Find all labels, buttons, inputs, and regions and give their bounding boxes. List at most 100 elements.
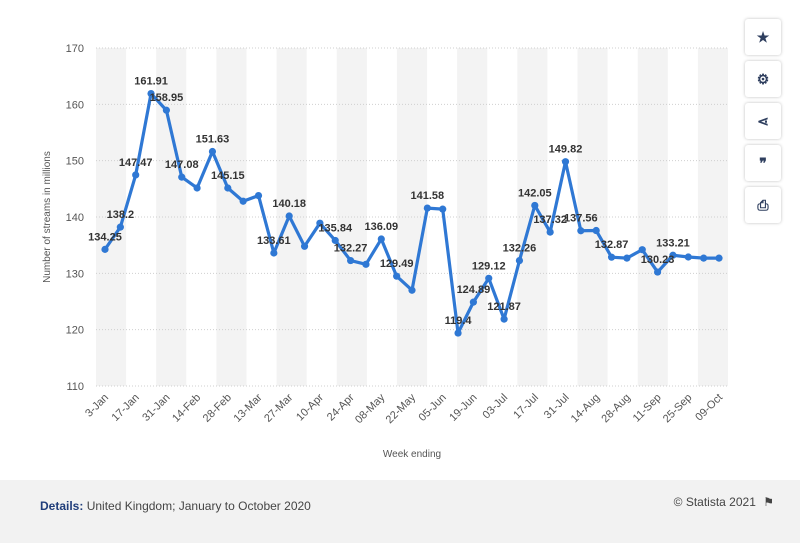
data-point[interactable]: [700, 254, 708, 262]
data-point[interactable]: [485, 274, 493, 282]
data-label: 132.87: [595, 239, 629, 251]
data-point[interactable]: [208, 147, 217, 156]
data-label: 151.63: [196, 133, 230, 145]
data-point[interactable]: [423, 204, 431, 212]
data-point[interactable]: [254, 191, 263, 200]
share-button[interactable]: ⋖: [745, 103, 781, 139]
data-point[interactable]: [454, 329, 462, 337]
star-button[interactable]: ★: [745, 19, 781, 55]
x-tick-label: 17-Jul: [511, 392, 541, 422]
x-tick-label: 09-Oct: [693, 392, 725, 424]
data-point[interactable]: [577, 227, 585, 235]
x-tick-label: 31-Jul: [542, 392, 572, 422]
x-tick-label: 3-Jan: [83, 392, 111, 420]
y-tick-label: 150: [66, 156, 84, 168]
x-tick-label: 31-Jan: [140, 392, 172, 424]
data-point[interactable]: [638, 246, 646, 254]
y-tick-label: 130: [66, 268, 84, 280]
footer: [0, 480, 800, 543]
x-tick-label: 25-Sep: [661, 392, 695, 426]
y-tick-label: 110: [66, 381, 84, 393]
y-tick-label: 170: [66, 43, 84, 55]
data-label: 147.08: [165, 159, 199, 171]
x-axis-title: Week ending: [383, 449, 441, 460]
data-point[interactable]: [362, 260, 370, 268]
data-point[interactable]: [239, 197, 247, 205]
y-tick-label: 120: [66, 325, 84, 337]
data-label: 136.09: [364, 221, 398, 233]
data-label: 129.49: [380, 258, 414, 270]
quote-button[interactable]: ❞: [745, 145, 781, 181]
x-tick-label: 14-Feb: [170, 392, 203, 425]
data-point[interactable]: [654, 268, 662, 276]
data-point[interactable]: [669, 251, 677, 259]
print-button[interactable]: ⎙: [745, 187, 781, 223]
details-note: Details: United Kingdom; January to Octo…: [40, 499, 311, 513]
data-point[interactable]: [377, 235, 385, 243]
print-icon: ⎙: [757, 196, 769, 213]
data-point[interactable]: [592, 226, 600, 235]
data-label: 124.89: [457, 284, 491, 296]
x-tick-label: 13-Mar: [231, 391, 264, 424]
data-point[interactable]: [162, 106, 170, 114]
data-label: 138.2: [107, 209, 135, 221]
data-label: 121.87: [487, 301, 521, 313]
copyright-link[interactable]: © Statista 2021 ⚑: [674, 495, 774, 509]
data-point[interactable]: [607, 253, 616, 261]
data-point[interactable]: [546, 228, 554, 236]
x-tick-label: 03-Jul: [481, 392, 511, 422]
data-point[interactable]: [300, 242, 309, 250]
data-label: 149.82: [549, 144, 583, 156]
details-text: United Kingdom; January to October 2020: [86, 499, 311, 513]
data-point[interactable]: [623, 254, 631, 262]
data-label: 132.26: [503, 243, 537, 255]
data-point[interactable]: [500, 315, 508, 323]
x-tick-label: 28-Feb: [201, 392, 234, 425]
share-icon: ⋖: [757, 112, 769, 129]
data-label: 129.12: [472, 260, 506, 272]
y-axis-title: Number of streams in millions: [42, 151, 53, 283]
gear-button[interactable]: ⚙: [745, 61, 781, 97]
data-point[interactable]: [331, 236, 339, 245]
x-tick-label: 05-Jun: [417, 392, 449, 424]
x-tick-label: 10-Apr: [294, 391, 326, 423]
x-tick-label: 11-Sep: [631, 392, 664, 425]
background-band: [457, 48, 488, 386]
data-label: 133.61: [257, 235, 291, 247]
data-label: 133.21: [656, 237, 690, 249]
data-label: 140.18: [272, 198, 306, 210]
x-tick-label: 14-Aug: [569, 392, 603, 426]
data-label: 137.56: [564, 213, 598, 225]
data-label: 142.05: [518, 187, 552, 199]
data-point[interactable]: [408, 286, 416, 294]
data-label: 141.58: [411, 190, 445, 202]
data-point[interactable]: [715, 254, 723, 262]
x-tick-label: 22-May: [384, 391, 419, 426]
y-tick-label: 160: [66, 99, 84, 111]
x-tick-label: 28-Aug: [599, 392, 633, 426]
data-point[interactable]: [147, 89, 155, 98]
data-point[interactable]: [469, 298, 477, 306]
data-label: 158.95: [150, 92, 184, 104]
data-label: 119.4: [445, 315, 473, 327]
data-point[interactable]: [285, 212, 293, 220]
data-point[interactable]: [178, 173, 186, 181]
x-tick-label: 17-Jan: [110, 392, 142, 424]
data-point[interactable]: [393, 272, 401, 280]
data-point[interactable]: [561, 158, 570, 166]
data-point[interactable]: [347, 256, 355, 265]
data-point[interactable]: [193, 184, 201, 192]
line-chart: 110 120 130 140 150 160 170 Number of streams i…: [42, 43, 728, 460]
data-point[interactable]: [515, 257, 524, 265]
x-tick-label: 19-Jun: [447, 392, 479, 424]
data-point[interactable]: [101, 245, 109, 253]
data-point[interactable]: [531, 201, 539, 210]
data-point[interactable]: [316, 219, 324, 227]
data-point[interactable]: [132, 171, 140, 179]
data-point[interactable]: [439, 205, 447, 213]
data-point[interactable]: [116, 223, 124, 231]
data-point[interactable]: [684, 253, 692, 261]
data-point[interactable]: [224, 184, 232, 192]
data-point[interactable]: [270, 249, 278, 257]
flag-icon[interactable]: ⚑: [763, 495, 774, 509]
